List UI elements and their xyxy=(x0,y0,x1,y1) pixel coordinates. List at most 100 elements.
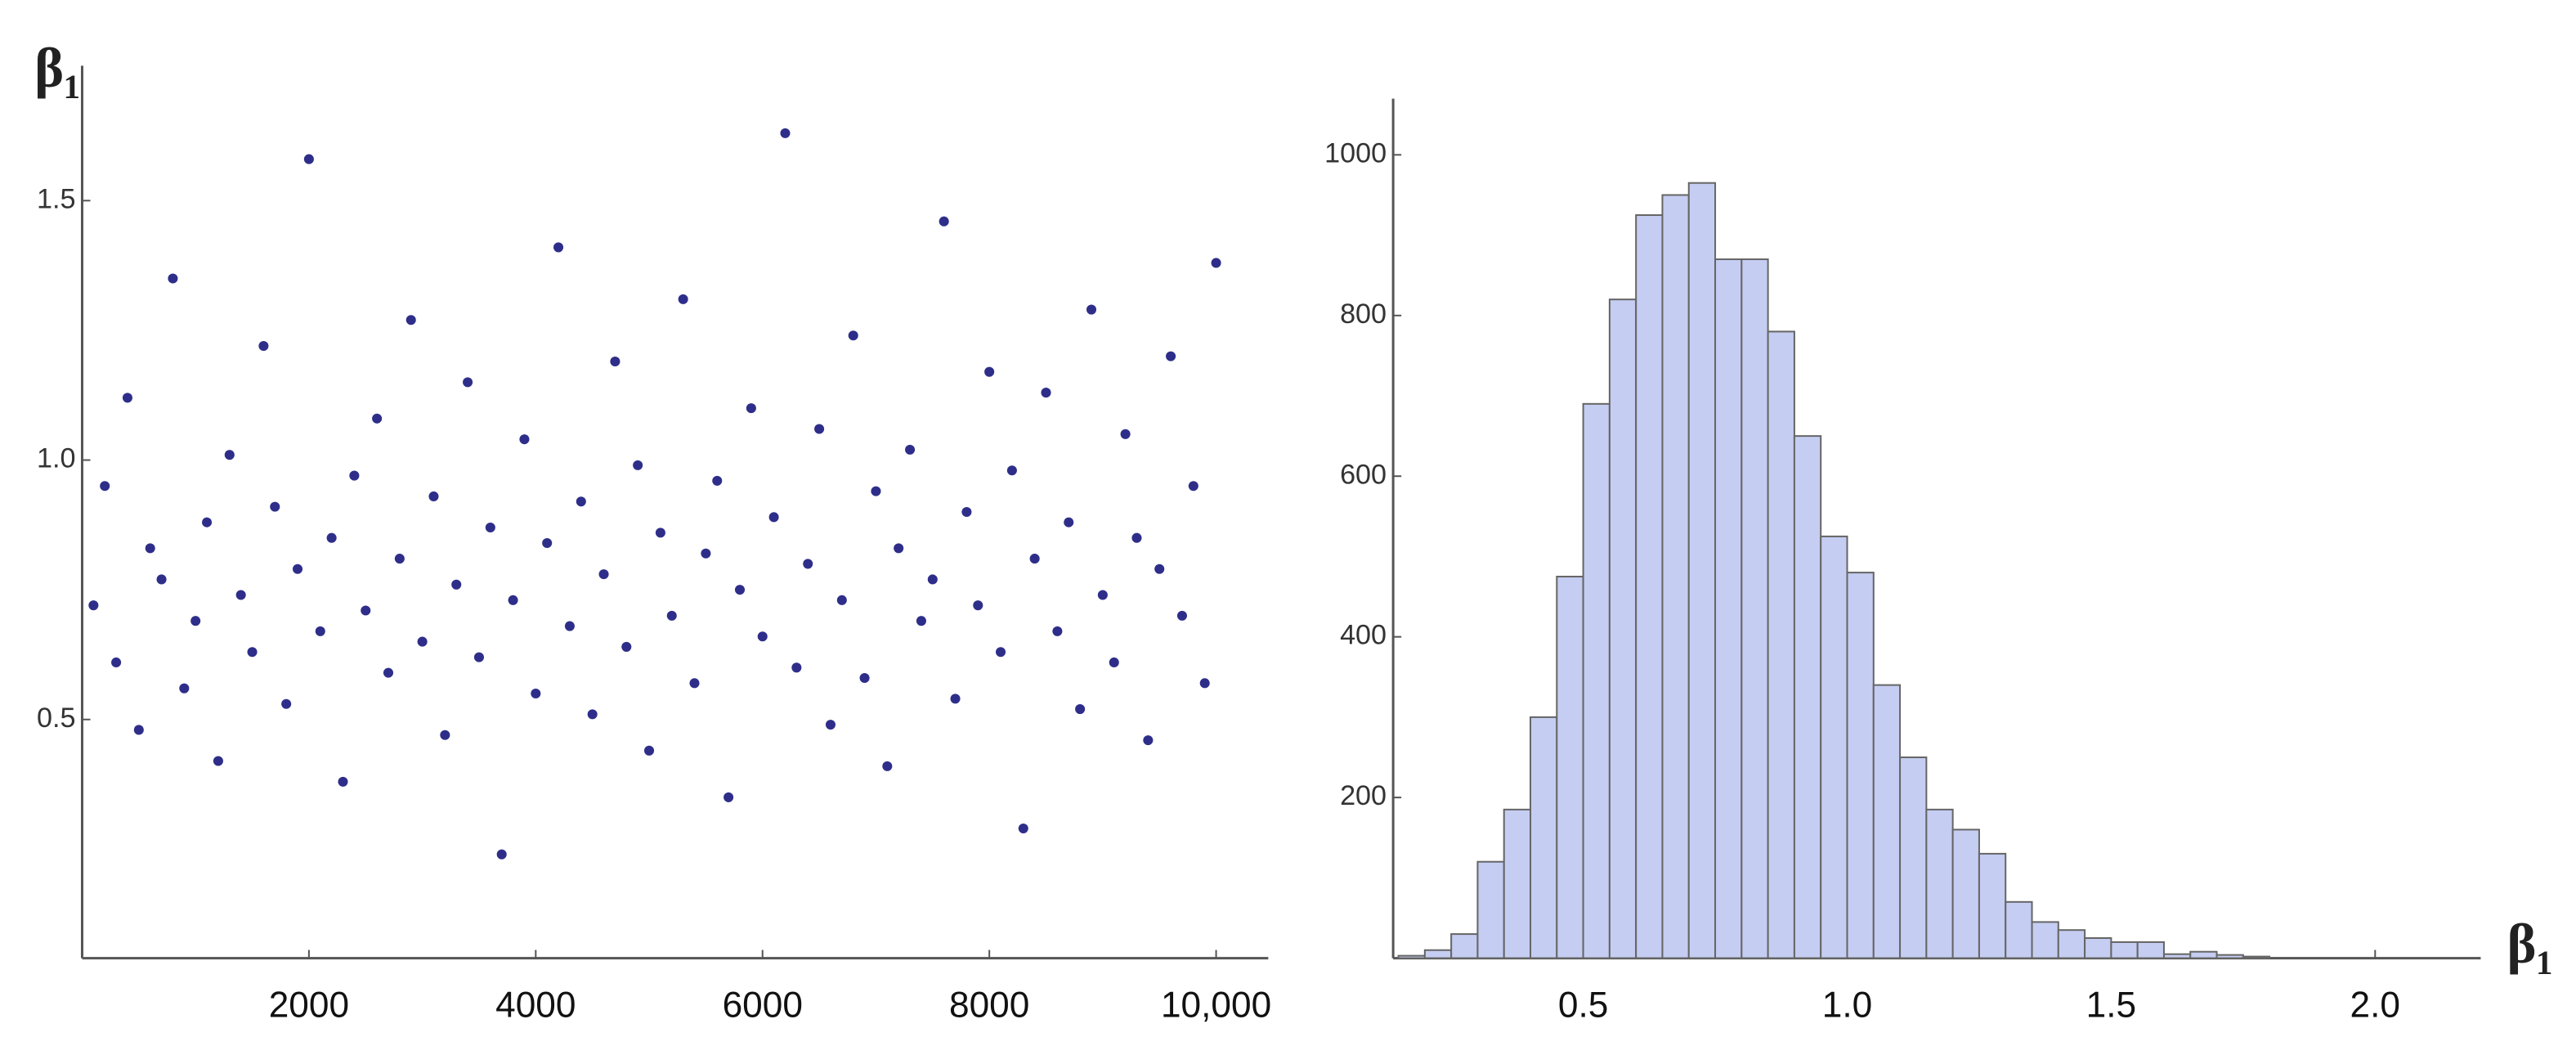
bar xyxy=(1846,572,1875,959)
point xyxy=(564,621,575,631)
bar xyxy=(1582,402,1611,959)
bar xyxy=(2162,953,2192,959)
bar xyxy=(1925,808,1954,959)
bar xyxy=(1687,182,1717,959)
point xyxy=(168,273,178,284)
point xyxy=(768,512,779,523)
bar xyxy=(2242,955,2271,959)
point xyxy=(1018,823,1028,834)
point xyxy=(825,720,836,730)
x-tick-label: 2000 xyxy=(269,985,349,1026)
bar xyxy=(2031,921,2059,959)
point xyxy=(734,585,746,595)
point xyxy=(780,128,791,138)
point xyxy=(326,532,337,543)
bar xyxy=(2110,941,2139,959)
point xyxy=(463,377,473,388)
point xyxy=(553,242,564,253)
point xyxy=(281,698,292,709)
y-tick-label: 1000 xyxy=(1324,137,1387,168)
point xyxy=(905,444,916,455)
point xyxy=(803,559,813,569)
bar xyxy=(1556,576,1584,959)
point xyxy=(701,548,711,559)
point xyxy=(950,694,961,704)
point xyxy=(1029,554,1040,564)
point xyxy=(757,631,768,642)
point xyxy=(88,600,99,611)
bar xyxy=(1608,299,1637,959)
point xyxy=(871,486,881,496)
point xyxy=(372,413,383,424)
point xyxy=(1120,429,1131,439)
x-tick-label: 2.0 xyxy=(2350,985,2400,1026)
point xyxy=(156,574,167,585)
x-tick-label: 0.5 xyxy=(1558,985,1608,1026)
point xyxy=(258,340,269,351)
bar xyxy=(2084,937,2112,959)
x-tick-label: 8000 xyxy=(949,985,1029,1026)
point xyxy=(882,761,893,771)
x-axis-label: β₁ xyxy=(2507,913,2552,975)
point xyxy=(973,600,983,611)
point xyxy=(270,501,280,512)
point xyxy=(666,610,677,621)
point xyxy=(916,616,926,626)
point xyxy=(405,315,416,325)
bar xyxy=(1397,954,1426,959)
point xyxy=(440,730,450,740)
x-tick-label: 1.5 xyxy=(2086,985,2136,1026)
point xyxy=(213,756,223,766)
point xyxy=(894,543,904,554)
point xyxy=(122,393,132,403)
bar xyxy=(1767,330,1795,959)
bar xyxy=(1872,684,1902,959)
point xyxy=(1154,563,1165,574)
point xyxy=(996,647,1006,658)
point xyxy=(633,460,643,470)
point xyxy=(587,709,598,720)
point xyxy=(485,522,495,533)
bar xyxy=(1635,213,1664,959)
bar xyxy=(1793,435,1822,959)
y-tick-label: 800 xyxy=(1340,299,1387,330)
point xyxy=(576,496,586,507)
point xyxy=(100,481,110,492)
point xyxy=(1143,735,1154,746)
point xyxy=(621,641,632,652)
bar xyxy=(1476,860,1505,959)
point xyxy=(1176,610,1187,621)
point xyxy=(247,647,258,658)
point xyxy=(1075,704,1086,715)
point xyxy=(1064,517,1074,528)
point xyxy=(190,616,201,626)
point xyxy=(1086,304,1097,315)
point xyxy=(598,569,609,580)
point xyxy=(202,517,213,528)
point xyxy=(338,776,348,787)
point xyxy=(531,688,541,699)
point xyxy=(224,450,235,460)
bar xyxy=(1740,258,1769,959)
point xyxy=(519,434,530,445)
point xyxy=(1166,351,1176,361)
point xyxy=(643,745,655,756)
point xyxy=(496,849,507,860)
point xyxy=(689,678,700,689)
point xyxy=(417,636,428,647)
y-tick-label: 1.5 xyxy=(37,183,75,214)
point xyxy=(235,590,246,600)
bar xyxy=(1978,852,2007,959)
point xyxy=(145,543,155,554)
x-tick-label: 4000 xyxy=(495,985,576,1026)
point xyxy=(133,725,144,735)
bar xyxy=(1661,194,1690,959)
bar xyxy=(2057,929,2086,959)
bar xyxy=(2005,900,2033,959)
point xyxy=(542,538,553,549)
y-axis-label: β₁ xyxy=(34,37,80,99)
point xyxy=(848,330,858,341)
point xyxy=(1006,465,1017,476)
point xyxy=(746,403,756,414)
